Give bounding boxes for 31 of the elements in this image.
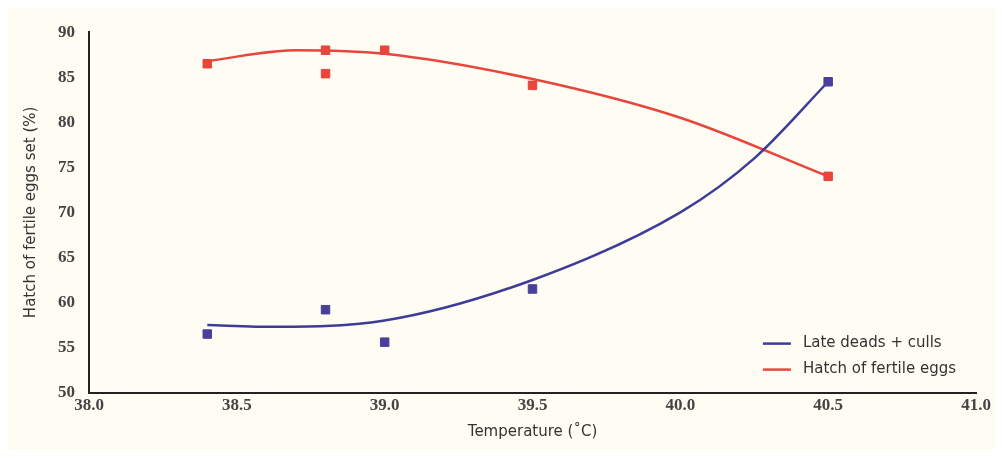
y-tick-label: 85 — [58, 66, 75, 86]
x-tick-label: 39.5 — [517, 395, 548, 415]
point — [202, 58, 213, 69]
point — [823, 171, 833, 182]
x-tick-label: 38.0 — [74, 395, 104, 415]
y-tick-label: 65 — [58, 246, 75, 266]
point — [320, 45, 331, 55]
x-tick-label: 38.5 — [221, 395, 252, 415]
x-tick-label: 40.5 — [813, 395, 844, 415]
y-tick-label: 90 — [58, 21, 75, 41]
y-tick-label: 55 — [58, 336, 75, 356]
point — [379, 337, 390, 347]
y-axis-title: Hatch of fertile eggs set (%) — [20, 106, 39, 319]
point — [823, 77, 833, 87]
y-tick-label: 70 — [58, 201, 75, 221]
point — [527, 80, 538, 91]
point — [527, 284, 538, 294]
y-tick-label: 60 — [58, 291, 75, 311]
legend-label: Hatch of fertile eggs — [802, 359, 957, 378]
y-tick-label: 75 — [58, 156, 75, 176]
point — [320, 304, 331, 315]
point — [320, 68, 331, 79]
point — [202, 329, 213, 339]
legend-label: Late deads + culls — [802, 333, 942, 352]
point — [379, 45, 390, 55]
x-tick-label: 41.0 — [961, 395, 991, 415]
y-tick-label: 80 — [58, 111, 75, 131]
y-tick-label: 50 — [58, 381, 75, 401]
x-tick-label: 40.0 — [665, 395, 696, 415]
x-tick-label: 39.0 — [369, 395, 400, 415]
x-axis-title: Temperature (˚C) — [466, 421, 598, 440]
